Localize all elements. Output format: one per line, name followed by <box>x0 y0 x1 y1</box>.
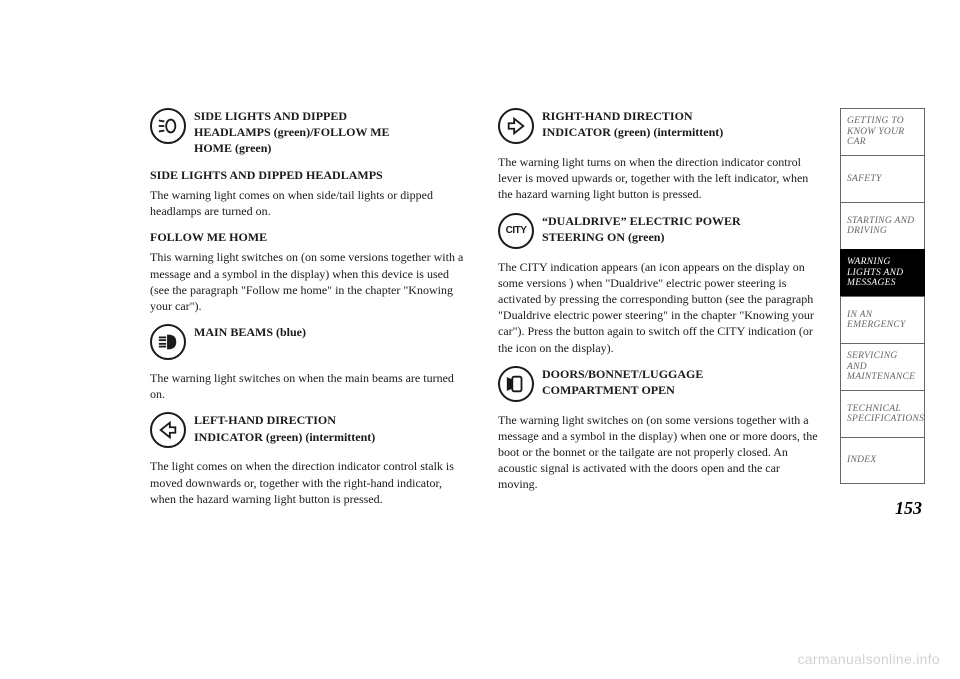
paragraph: The light comes on when the direction in… <box>150 458 470 507</box>
door-open-icon <box>498 366 534 402</box>
tab-starting-driving[interactable]: STARTING AND DRIVING <box>840 202 925 249</box>
paragraph: The warning light switches on (on some v… <box>498 412 818 493</box>
section-dualdrive: CITY “DUALDRIVE” ELECTRIC POWER STEERING… <box>498 213 818 249</box>
heading: SIDE LIGHTS AND DIPPED <box>194 108 390 124</box>
page-content: SIDE LIGHTS AND DIPPED HEADLAMPS (green)… <box>150 108 850 517</box>
paragraph: The CITY indication appears (an icon app… <box>498 259 818 356</box>
left-arrow-icon <box>150 412 186 448</box>
paragraph: The warning light comes on when side/tai… <box>150 187 470 219</box>
right-column: RIGHT-HAND DIRECTION INDICATOR (green) (… <box>498 108 818 517</box>
page-number: 153 <box>895 498 922 519</box>
main-beams-icon <box>150 324 186 360</box>
heading: “DUALDRIVE” ELECTRIC POWER <box>542 213 741 229</box>
paragraph: The warning light turns on when the dire… <box>498 154 818 203</box>
heading: HOME (green) <box>194 140 390 156</box>
section-tabs: GETTING TO KNOW YOUR CAR SAFETY STARTING… <box>840 108 925 484</box>
heading: STEERING ON (green) <box>542 229 741 245</box>
right-arrow-icon <box>498 108 534 144</box>
heading: HEADLAMPS (green)/FOLLOW ME <box>194 124 390 140</box>
tab-getting-to-know[interactable]: GETTING TO KNOW YOUR CAR <box>840 108 925 155</box>
heading: RIGHT-HAND DIRECTION <box>542 108 723 124</box>
subheading: SIDE LIGHTS AND DIPPED HEADLAMPS <box>150 167 470 183</box>
section-side-lights: SIDE LIGHTS AND DIPPED HEADLAMPS (green)… <box>150 108 470 157</box>
tab-index[interactable]: INDEX <box>840 437 925 484</box>
heading: INDICATOR (green) (intermittent) <box>194 429 375 445</box>
section-doors-open: DOORS/BONNET/LUGGAGE COMPARTMENT OPEN <box>498 366 818 402</box>
section-left-indicator: LEFT-HAND DIRECTION INDICATOR (green) (i… <box>150 412 470 448</box>
heading: DOORS/BONNET/LUGGAGE <box>542 366 703 382</box>
paragraph: This warning light switches on (on some … <box>150 249 470 314</box>
paragraph: The warning light switches on when the m… <box>150 370 470 402</box>
subheading: FOLLOW ME HOME <box>150 229 470 245</box>
section-right-indicator: RIGHT-HAND DIRECTION INDICATOR (green) (… <box>498 108 818 144</box>
tab-safety[interactable]: SAFETY <box>840 155 925 202</box>
heading: MAIN BEAMS (blue) <box>194 324 306 340</box>
section-main-beams: MAIN BEAMS (blue) <box>150 324 470 360</box>
left-column: SIDE LIGHTS AND DIPPED HEADLAMPS (green)… <box>150 108 470 517</box>
heading: LEFT-HAND DIRECTION <box>194 412 375 428</box>
tab-technical[interactable]: TECHNICAL SPECIFICATIONS <box>840 390 925 437</box>
heading: INDICATOR (green) (intermittent) <box>542 124 723 140</box>
watermark: carmanualsonline.info <box>798 651 941 667</box>
city-icon: CITY <box>498 213 534 249</box>
heading: COMPARTMENT OPEN <box>542 382 703 398</box>
tab-servicing[interactable]: SERVICING AND MAINTENANCE <box>840 343 925 390</box>
tab-emergency[interactable]: IN AN EMERGENCY <box>840 296 925 343</box>
tab-warning-lights[interactable]: WARNING LIGHTS AND MESSAGES <box>840 249 925 296</box>
side-lights-icon <box>150 108 186 144</box>
